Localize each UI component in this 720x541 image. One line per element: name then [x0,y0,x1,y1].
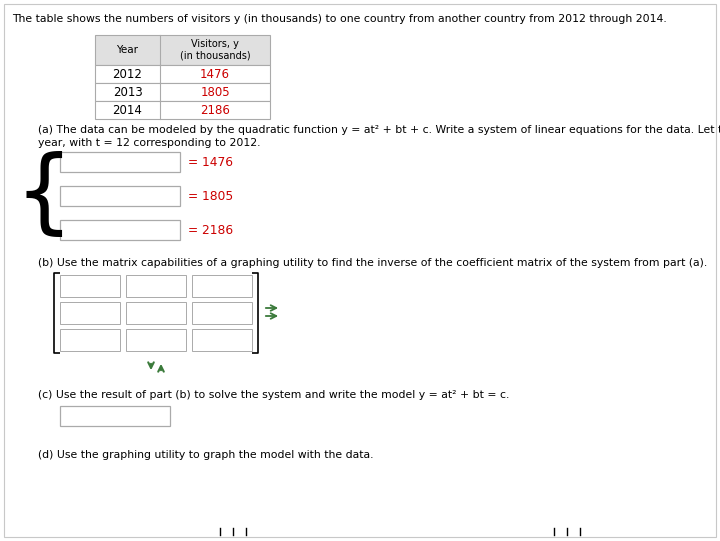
Text: = 1476: = 1476 [188,155,233,168]
Text: 2012: 2012 [112,68,143,81]
FancyBboxPatch shape [95,65,270,83]
FancyBboxPatch shape [60,329,120,351]
Text: = 2186: = 2186 [188,223,233,236]
FancyBboxPatch shape [95,35,270,65]
Text: year, with t = 12 corresponding to 2012.: year, with t = 12 corresponding to 2012. [38,138,261,148]
FancyBboxPatch shape [60,302,120,324]
FancyBboxPatch shape [126,329,186,351]
Text: (b) Use the matrix capabilities of a graphing utility to find the inverse of the: (b) Use the matrix capabilities of a gra… [38,258,707,268]
Text: 2014: 2014 [112,103,143,116]
FancyBboxPatch shape [60,152,180,172]
Text: 1476: 1476 [200,68,230,81]
FancyBboxPatch shape [95,101,270,119]
Text: 1805: 1805 [200,85,230,98]
Text: Visitors, y
(in thousands): Visitors, y (in thousands) [180,39,251,61]
Text: (a) The data can be modeled by the quadratic function y = at² + bt + c. Write a : (a) The data can be modeled by the quadr… [38,125,720,135]
FancyBboxPatch shape [192,302,252,324]
FancyBboxPatch shape [126,275,186,297]
Text: 2186: 2186 [200,103,230,116]
FancyBboxPatch shape [4,4,716,537]
Text: (c) Use the result of part (b) to solve the system and write the model y = at² +: (c) Use the result of part (b) to solve … [38,390,509,400]
FancyBboxPatch shape [192,275,252,297]
FancyBboxPatch shape [60,220,180,240]
Text: (d) Use the graphing utility to graph the model with the data.: (d) Use the graphing utility to graph th… [38,450,374,460]
FancyBboxPatch shape [95,83,270,101]
Text: = 1805: = 1805 [188,189,233,202]
FancyBboxPatch shape [60,275,120,297]
Text: Year: Year [117,45,138,55]
Text: {: { [14,151,73,241]
FancyBboxPatch shape [192,329,252,351]
Text: The table shows the numbers of visitors y (in thousands) to one country from ano: The table shows the numbers of visitors … [12,14,667,24]
Text: 2013: 2013 [112,85,143,98]
FancyBboxPatch shape [126,302,186,324]
FancyBboxPatch shape [60,186,180,206]
FancyBboxPatch shape [60,406,170,426]
